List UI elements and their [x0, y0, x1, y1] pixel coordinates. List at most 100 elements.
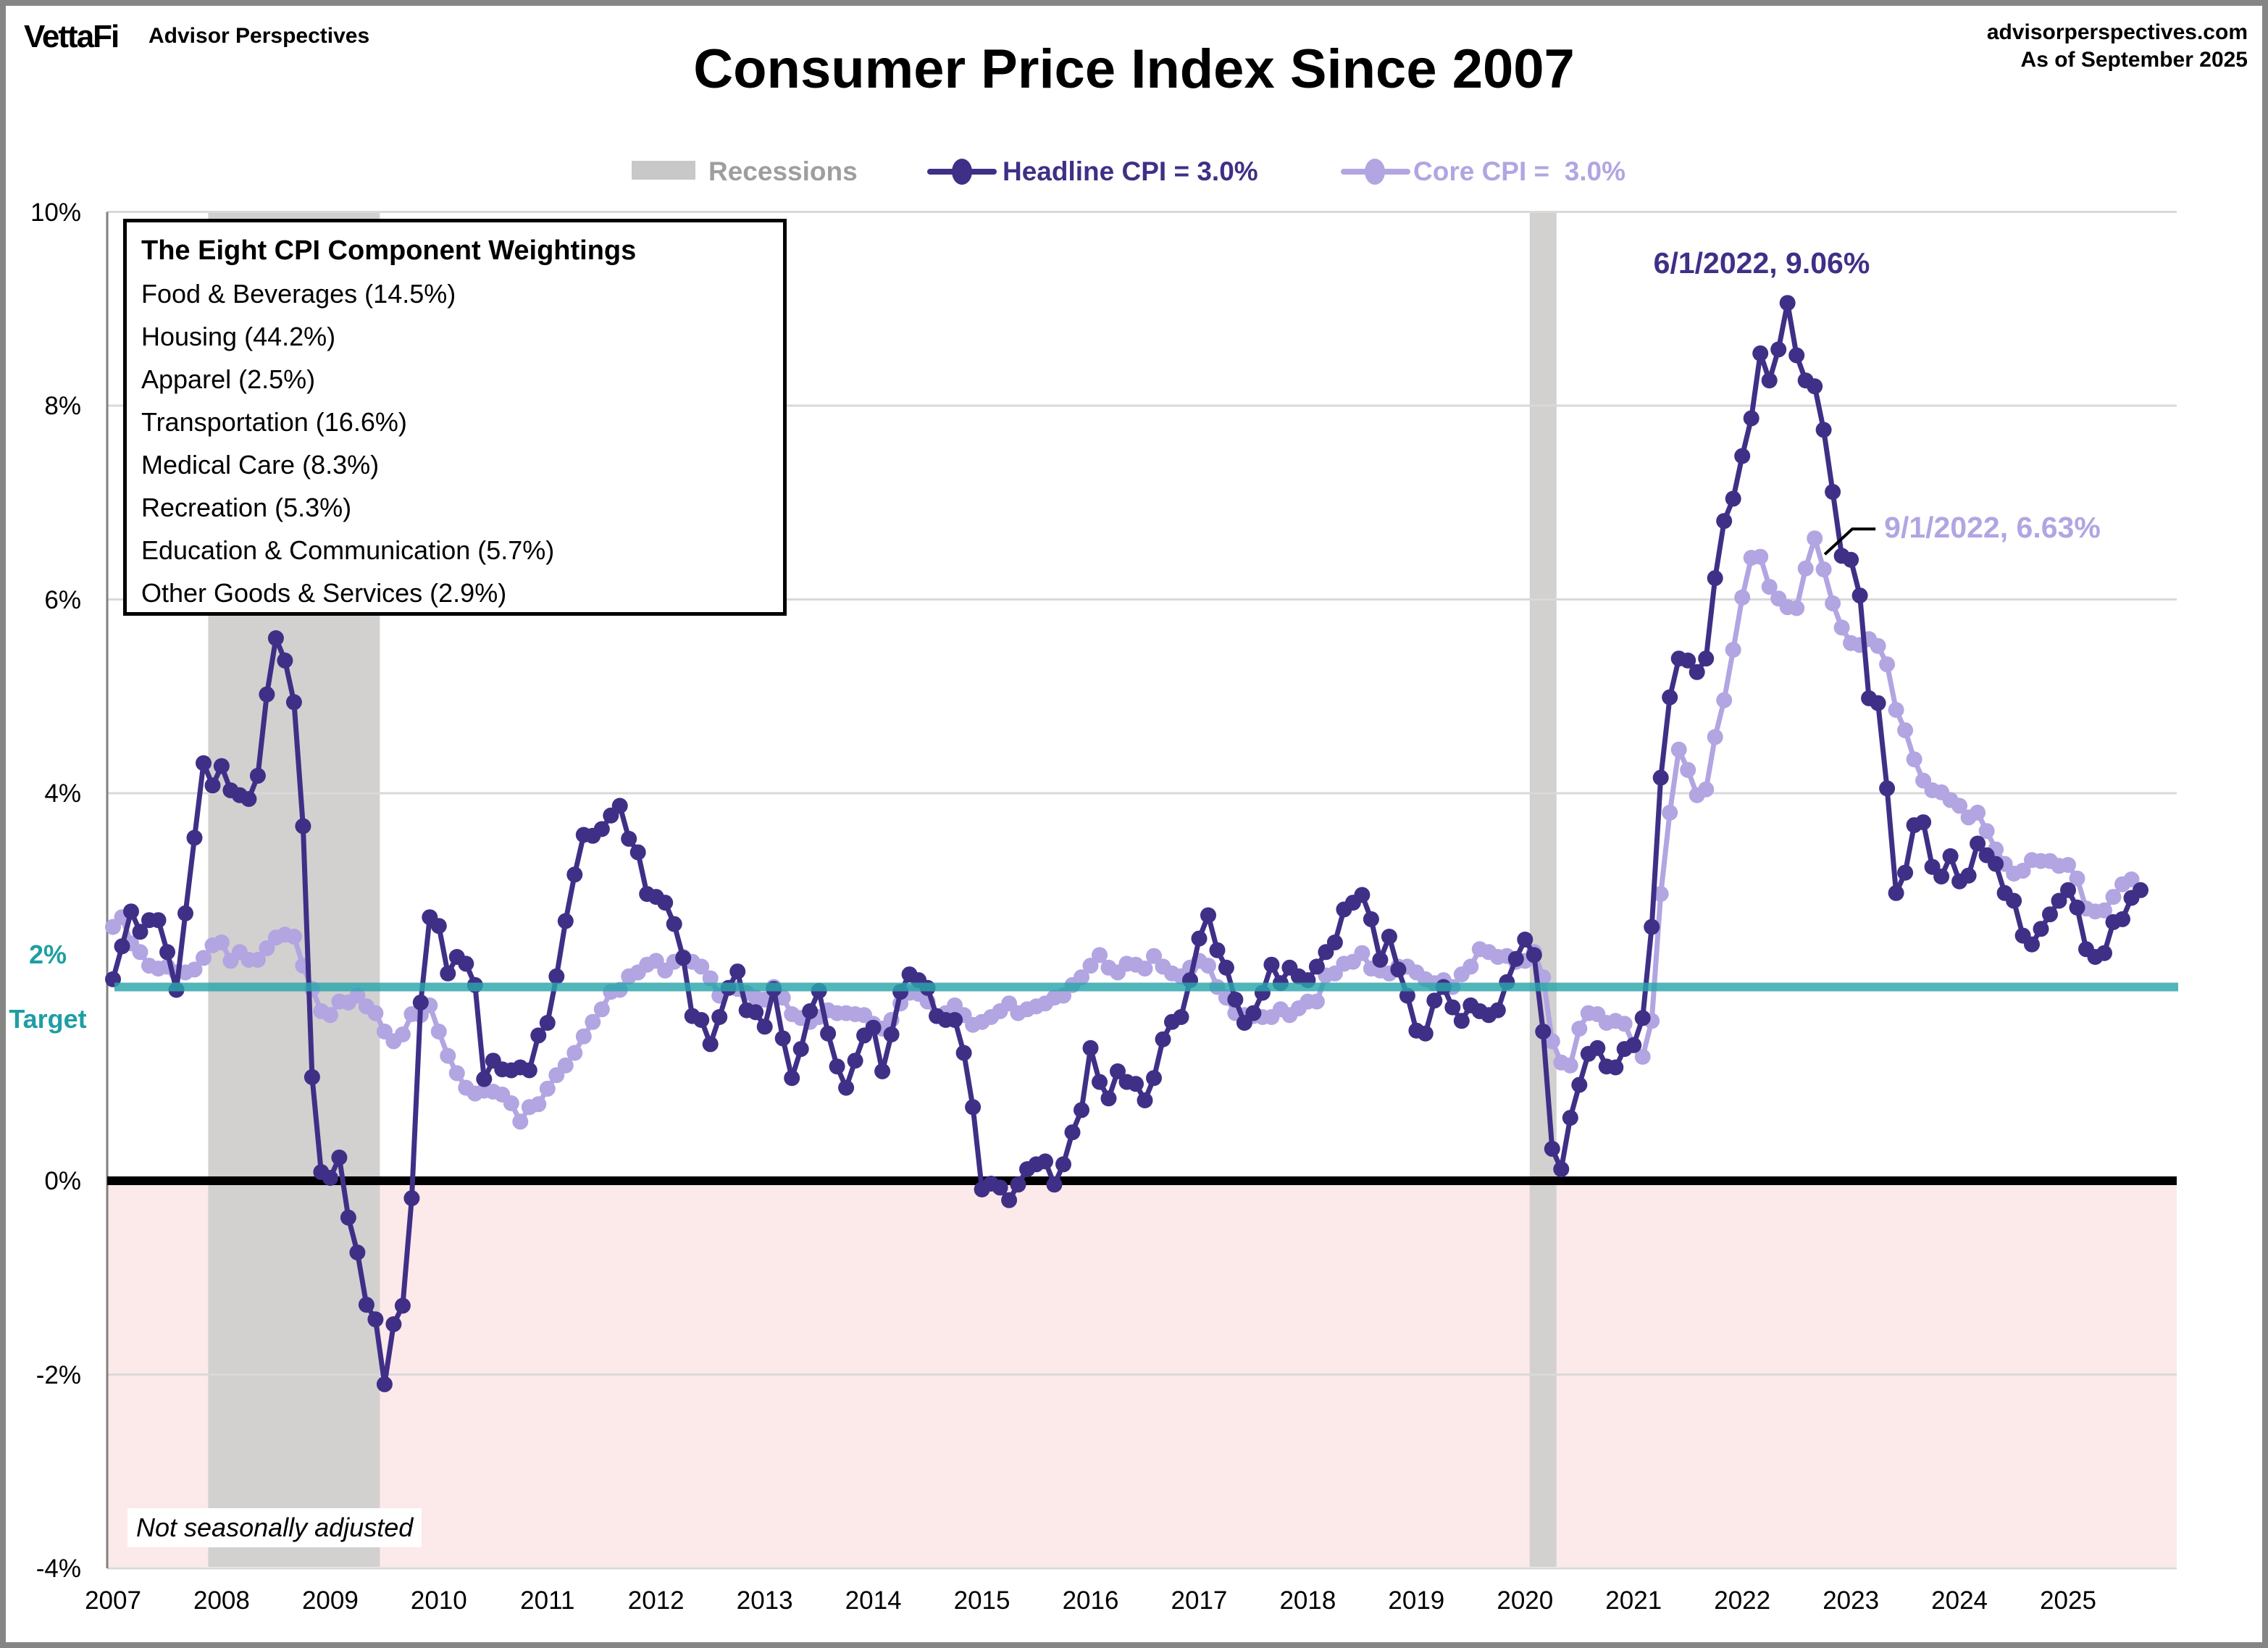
headline-cpi-point	[1652, 769, 1669, 786]
headline-cpi-point	[186, 829, 203, 846]
headline-cpi-point	[1146, 1070, 1162, 1087]
headline-cpi-point	[711, 1009, 728, 1025]
core-cpi-point	[1716, 692, 1733, 708]
headline-cpi-point	[114, 938, 130, 955]
headline-cpi-point	[277, 652, 293, 669]
headline-cpi-point	[1453, 1013, 1470, 1029]
legend-recessions-swatch	[632, 161, 695, 180]
headline-cpi-point	[1815, 422, 1832, 438]
core-cpi-point	[1970, 804, 1986, 821]
core-cpi-point	[557, 1057, 574, 1074]
headline-cpi-point	[1689, 664, 1705, 680]
headline-cpi-point	[838, 1079, 855, 1096]
headline-cpi-point	[1390, 961, 1407, 978]
headline-cpi-point	[1507, 950, 1524, 967]
core-cpi-point	[1634, 1048, 1651, 1065]
core-cpi-point	[1888, 702, 1904, 718]
headline-cpi-point	[1897, 864, 1914, 881]
core-cpi-point	[512, 1113, 529, 1130]
core-cpi-point	[1680, 761, 1696, 778]
headline-cpi-point	[1589, 1040, 1606, 1056]
weighting-item: Apparel (2.5%)	[141, 364, 316, 394]
headline-cpi-point	[1680, 652, 1696, 669]
weightings-title: The Eight CPI Component Weightings	[141, 235, 637, 266]
core-cpi-point	[1788, 600, 1805, 616]
core-cpi-point	[2069, 870, 2085, 887]
headline-cpi-point	[820, 1025, 837, 1042]
core-cpi-point	[1354, 945, 1371, 961]
y-axis-label: -4%	[35, 1555, 81, 1583]
headline-cpi-point	[2133, 882, 2148, 898]
core-cpi-point	[2014, 863, 2031, 879]
core-cpi-point	[1707, 729, 1723, 745]
legend-headline-marker	[952, 159, 972, 185]
headline-cpi-point	[2069, 899, 2085, 916]
x-axis-label: 2014	[845, 1586, 902, 1615]
x-axis-label: 2016	[1062, 1586, 1119, 1615]
core-cpi-point	[575, 1028, 592, 1045]
core-cpi-point	[539, 1080, 556, 1097]
headline-cpi-point	[1426, 992, 1443, 1009]
core-cpi-point	[1698, 781, 1715, 798]
headline-cpi-point	[1761, 372, 1778, 389]
headline-peak-annotation: 6/1/2022, 9.06%	[1653, 246, 1870, 280]
headline-cpi-point	[2096, 945, 2112, 961]
core-cpi-point	[1734, 589, 1751, 606]
headline-cpi-point	[748, 1004, 764, 1021]
source-url: advisorperspectives.com	[1986, 20, 2248, 44]
x-axis-label: 2008	[193, 1586, 250, 1615]
headline-cpi-point	[1743, 410, 1759, 427]
headline-cpi-point	[548, 968, 565, 984]
headline-cpi-point	[2006, 892, 2022, 909]
legend-recessions-label: Recessions	[708, 156, 858, 186]
headline-cpi-point	[1074, 1102, 1089, 1118]
y-axis-label: 8%	[44, 392, 81, 420]
headline-cpi-point	[196, 755, 212, 771]
headline-cpi-point	[955, 1045, 972, 1061]
headline-cpi-point	[123, 903, 139, 920]
x-axis-label: 2018	[1279, 1586, 1336, 1615]
headline-cpi-point	[1915, 814, 1932, 831]
core-cpi-point	[1797, 560, 1814, 577]
headline-cpi-point	[132, 924, 148, 940]
headline-cpi-point	[2033, 921, 2049, 937]
headline-cpi-point	[1110, 1063, 1126, 1079]
headline-cpi-point	[1825, 484, 1841, 500]
core-cpi-point	[349, 987, 366, 1004]
headline-cpi-point	[965, 1099, 982, 1116]
headline-cpi-point	[1010, 1176, 1026, 1193]
headline-cpi-point	[1553, 1161, 1570, 1177]
core-cpi-point	[1897, 722, 1914, 739]
headline-cpi-point	[412, 994, 429, 1011]
headline-cpi-point	[1082, 1040, 1099, 1056]
headline-cpi-point	[802, 1003, 819, 1019]
headline-cpi-point	[1698, 651, 1715, 667]
headline-cpi-point	[403, 1190, 420, 1207]
vettafi-logo: VettaFi	[24, 19, 120, 54]
headline-cpi-point	[883, 1026, 900, 1042]
headline-cpi-point	[1517, 932, 1533, 948]
headline-cpi-point	[1326, 934, 1343, 950]
headline-cpi-point	[304, 1068, 320, 1085]
page-title: Consumer Price Index Since 2007	[693, 38, 1575, 100]
headline-cpi-point	[1055, 1156, 1071, 1173]
core-cpi-point	[1571, 1021, 1588, 1037]
headline-cpi-point	[1634, 1010, 1651, 1026]
headline-cpi-point	[1888, 884, 1904, 901]
core-cpi-point	[1652, 886, 1669, 903]
headline-cpi-point	[240, 791, 257, 807]
core-cpi-point	[285, 929, 302, 945]
legend-core-label: Core CPI = 3.0%	[1413, 156, 1626, 186]
headline-cpi-point	[675, 950, 692, 966]
headline-cpi-point	[1218, 959, 1234, 976]
headline-cpi-point	[358, 1297, 374, 1313]
headline-cpi-point	[947, 1012, 963, 1028]
headline-cpi-point	[1444, 999, 1461, 1016]
not-seasonally-adjusted-note: Not seasonally adjusted	[127, 1508, 422, 1547]
core-cpi-point	[1879, 656, 1896, 673]
headline-cpi-point	[1725, 490, 1741, 507]
x-axis-label: 2007	[85, 1586, 141, 1615]
headline-cpi-point	[1363, 911, 1379, 927]
as-of-date: As of September 2025	[2020, 48, 2248, 72]
headline-cpi-point	[2024, 936, 2040, 953]
